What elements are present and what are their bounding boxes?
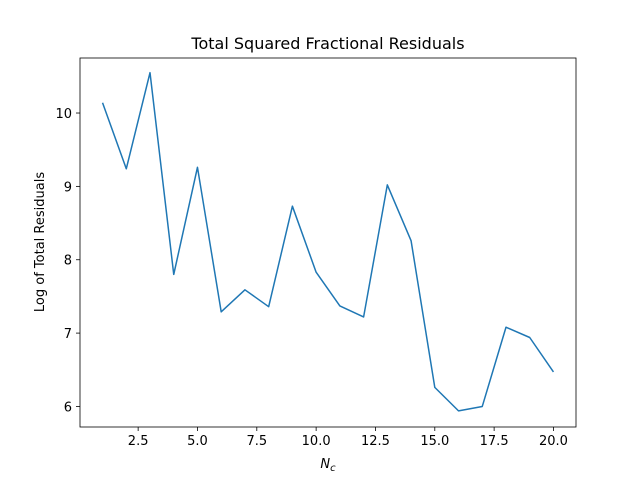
axes-frame xyxy=(79,57,577,428)
y-tick-label: 6 xyxy=(64,400,72,415)
x-tick-label: 17.5 xyxy=(480,434,509,449)
x-tick-label: 2.5 xyxy=(128,434,149,449)
plot-area: 2.5 5.0 7.5 10.0 12.5 15.0 17.5 20.0 6 7 8 9 10 xyxy=(55,57,577,449)
x-tick-label: 20.0 xyxy=(539,434,568,449)
x-tick-label: 12.5 xyxy=(361,434,390,449)
x-axis-label-main: N xyxy=(320,457,330,472)
y-axis-label: Log of Total Residuals xyxy=(33,172,48,312)
x-tick-label: 10.0 xyxy=(302,434,331,449)
x-tick-label: 7.5 xyxy=(246,434,267,449)
x-axis-label-subscript: c xyxy=(330,463,336,474)
y-tick-label: 7 xyxy=(64,327,72,342)
y-tick-label: 8 xyxy=(64,254,72,269)
x-tick-label: 15.0 xyxy=(420,434,449,449)
y-tick-label: 10 xyxy=(55,107,72,122)
y-tick-label: 9 xyxy=(64,180,72,195)
series-line-0 xyxy=(101,71,555,412)
chart-title: Total Squared Fractional Residuals xyxy=(190,34,464,53)
x-axis-label: Nc xyxy=(320,457,336,474)
x-tick-label: 5.0 xyxy=(187,434,208,449)
